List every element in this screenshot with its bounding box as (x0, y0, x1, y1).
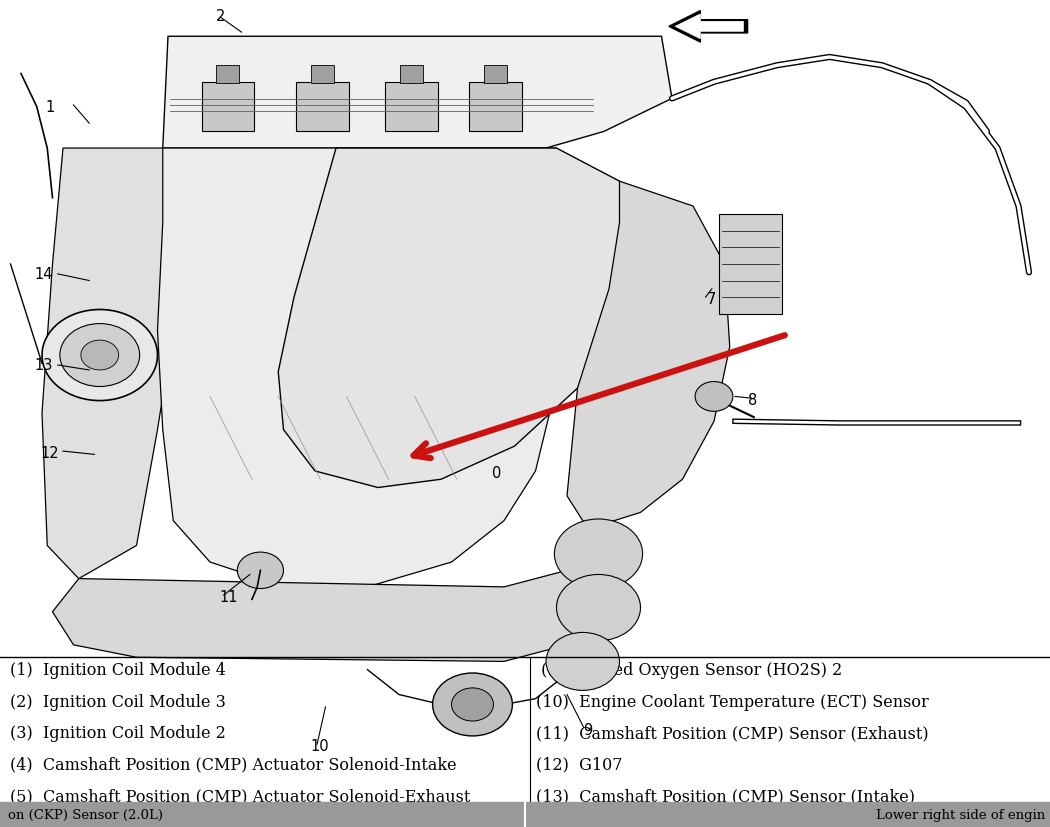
Polygon shape (278, 149, 630, 488)
Circle shape (237, 552, 284, 589)
Text: 9: 9 (584, 722, 592, 737)
Bar (469, 83, 522, 132)
Text: (1)  Ignition Coil Module 4: (1) Ignition Coil Module 4 (10, 662, 227, 679)
Bar (202, 83, 254, 132)
Polygon shape (52, 538, 598, 662)
Circle shape (695, 382, 733, 412)
Bar (296, 83, 349, 132)
Text: (11)  Camshaft Position (CMP) Sensor (Exhaust): (11) Camshaft Position (CMP) Sensor (Exh… (536, 724, 928, 742)
Text: on (CKP) Sensor (2.0L): on (CKP) Sensor (2.0L) (8, 808, 164, 821)
Text: 1: 1 (46, 100, 55, 115)
Polygon shape (163, 37, 672, 149)
Text: 12: 12 (40, 446, 59, 461)
Bar (311, 66, 334, 84)
Polygon shape (669, 12, 748, 43)
Circle shape (42, 310, 158, 401)
Text: (5)  Camshaft Position (CMP) Actuator Solenoid-Exhaust: (5) Camshaft Position (CMP) Actuator Sol… (10, 787, 470, 805)
Circle shape (60, 324, 140, 387)
Text: (10)  Engine Coolant Temperature (ECT) Sensor: (10) Engine Coolant Temperature (ECT) Se… (536, 693, 928, 710)
Text: 8: 8 (749, 393, 757, 408)
Bar (0, 802, 1050, 827)
Circle shape (433, 673, 512, 736)
Bar (400, 66, 423, 84)
Text: (9)  Heated Oxygen Sensor (HO2S) 2: (9) Heated Oxygen Sensor (HO2S) 2 (536, 662, 842, 679)
Text: (13)  Camshaft Position (CMP) Sensor (Intake): (13) Camshaft Position (CMP) Sensor (Int… (536, 787, 915, 805)
Text: 11: 11 (219, 590, 238, 605)
Text: 10: 10 (311, 739, 330, 753)
Polygon shape (158, 149, 578, 587)
Text: Lower right side of engin: Lower right side of engin (876, 808, 1045, 821)
Text: (4)  Camshaft Position (CMP) Actuator Solenoid-Intake: (4) Camshaft Position (CMP) Actuator Sol… (10, 756, 457, 773)
Circle shape (452, 688, 494, 721)
Polygon shape (42, 149, 184, 579)
Polygon shape (675, 15, 743, 40)
Text: 14: 14 (35, 267, 54, 282)
Text: 7: 7 (708, 292, 716, 307)
Bar (216, 66, 239, 84)
Text: 0: 0 (492, 466, 501, 480)
Bar (484, 66, 507, 84)
Bar (385, 83, 438, 132)
Polygon shape (567, 182, 730, 529)
Circle shape (554, 519, 643, 589)
Circle shape (81, 341, 119, 370)
Bar (719, 215, 782, 314)
Text: (3)  Ignition Coil Module 2: (3) Ignition Coil Module 2 (10, 724, 227, 742)
Text: (12)  G107: (12) G107 (536, 756, 622, 773)
Text: (2)  Ignition Coil Module 3: (2) Ignition Coil Module 3 (10, 693, 227, 710)
Circle shape (556, 575, 640, 641)
Circle shape (546, 633, 620, 691)
Text: 13: 13 (35, 358, 54, 373)
Text: 2: 2 (216, 9, 225, 24)
